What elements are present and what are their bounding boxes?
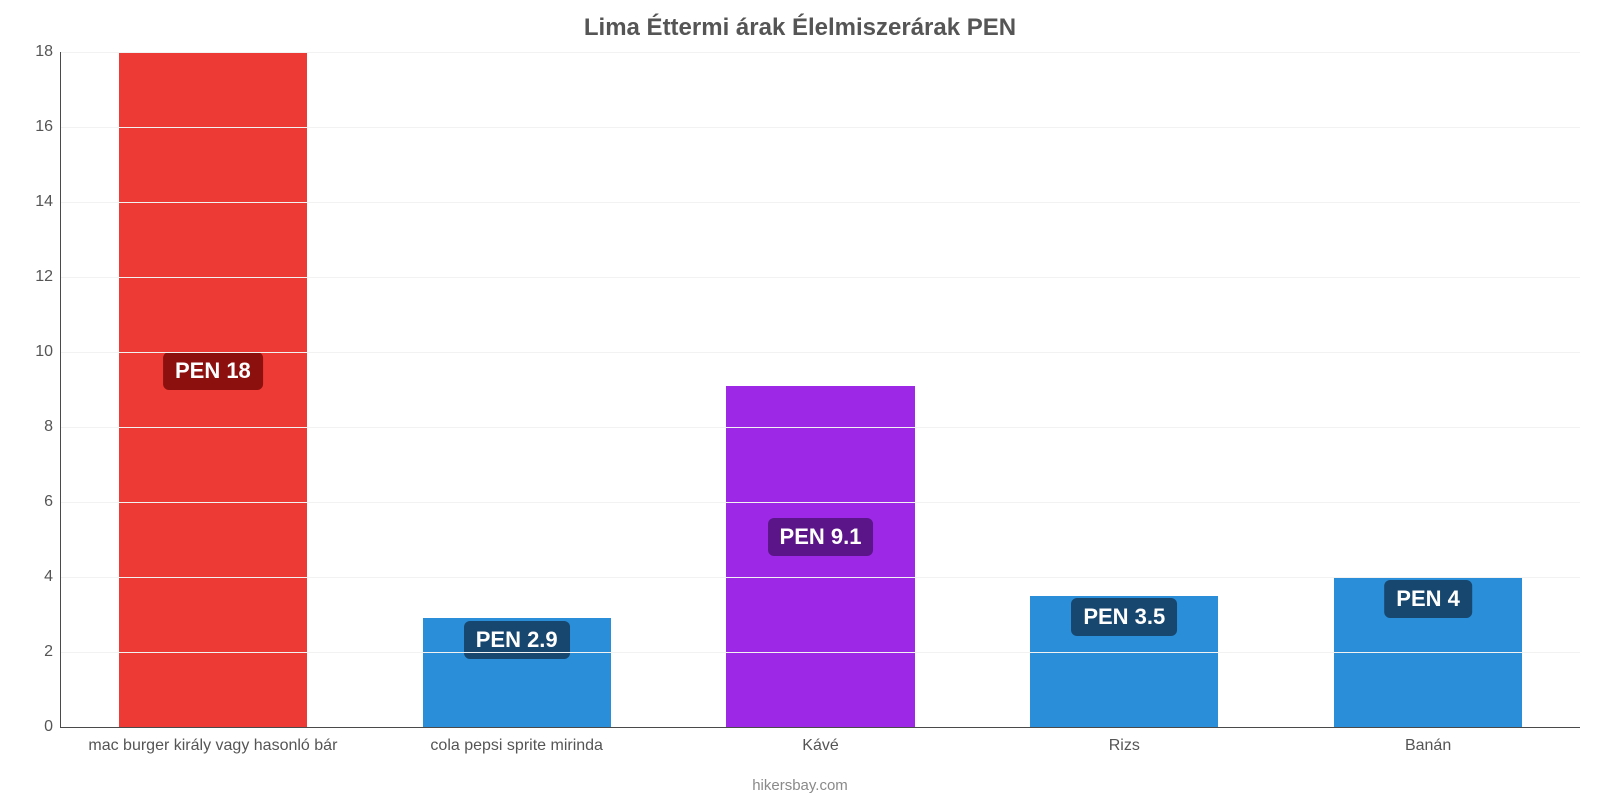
- grid-line: [61, 52, 1580, 53]
- grid-line: [61, 427, 1580, 428]
- value-badge: PEN 3.5: [1071, 598, 1177, 636]
- plot-area: PEN 18PEN 2.9PEN 9.1PEN 3.5PEN 4 0246810…: [60, 52, 1580, 728]
- attribution: hikersbay.com: [0, 777, 1600, 794]
- ytick-label: 10: [35, 343, 61, 361]
- grid-line: [61, 652, 1580, 653]
- ytick-label: 4: [44, 568, 61, 586]
- grid-line: [61, 352, 1580, 353]
- ytick-label: 18: [35, 43, 61, 61]
- ytick-label: 0: [44, 718, 61, 736]
- ytick-label: 12: [35, 268, 61, 286]
- value-badge: PEN 18: [163, 352, 263, 390]
- bar: [726, 386, 914, 727]
- xtick-label: Kávé: [802, 727, 838, 755]
- ytick-label: 14: [35, 193, 61, 211]
- value-badge: PEN 9.1: [768, 518, 874, 556]
- grid-line: [61, 277, 1580, 278]
- chart-title: Lima Éttermi árak Élelmiszerárak PEN: [0, 14, 1600, 42]
- xtick-label: Banán: [1405, 727, 1451, 755]
- grid-line: [61, 577, 1580, 578]
- xtick-label: cola pepsi sprite mirinda: [430, 727, 603, 755]
- grid-line: [61, 127, 1580, 128]
- price-bar-chart: Lima Éttermi árak Élelmiszerárak PEN PEN…: [0, 0, 1600, 800]
- bars-layer: PEN 18 PEN 2.9 PEN 9.1 PEN 3.5 PEN 4: [61, 52, 1580, 727]
- ytick-label: 6: [44, 493, 61, 511]
- bar: [119, 52, 307, 727]
- grid-line: [61, 502, 1580, 503]
- grid-line: [61, 202, 1580, 203]
- xtick-label: Rizs: [1109, 727, 1140, 755]
- ytick-label: 2: [44, 643, 61, 661]
- ytick-label: 16: [35, 118, 61, 136]
- value-badge: PEN 2.9: [464, 621, 570, 659]
- value-badge: PEN 4: [1384, 580, 1472, 618]
- xtick-label: mac burger király vagy hasonló bár: [88, 727, 337, 755]
- ytick-label: 8: [44, 418, 61, 436]
